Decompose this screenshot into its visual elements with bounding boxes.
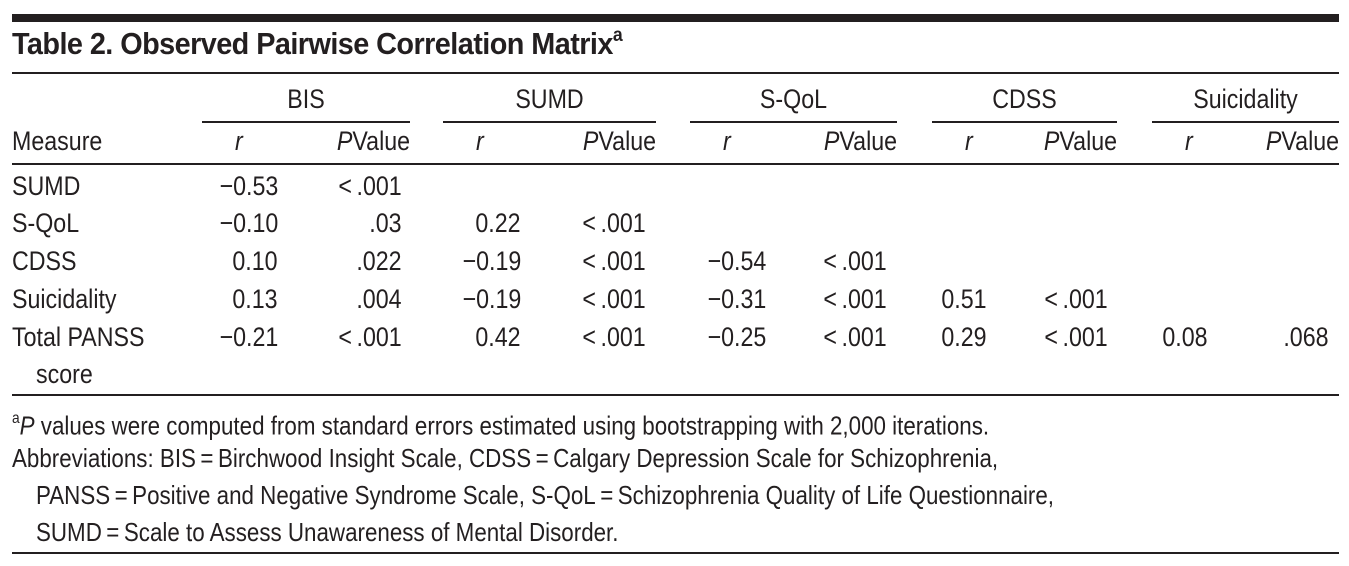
subheader-r: r [235,126,243,156]
footnote-a: aP values were computed from standard er… [12,410,990,441]
cell-p-value: < .001 [338,171,402,201]
column-group-underline [690,121,897,123]
abbreviations-line-1: Abbreviations: BIS = Birchwood Insight S… [12,443,999,473]
column-group-header: BIS [287,84,325,114]
cell-p-value: < .001 [338,322,402,352]
table-top-rule [12,14,1339,22]
cell-p-value: < .001 [582,208,646,238]
cell-r-value: −0.54 [707,246,766,276]
column-group-underline [932,121,1117,123]
row-measure-label: Total PANSS [12,322,145,352]
cell-r-value: 0.13 [232,284,278,314]
cell-r-value: −0.21 [219,322,278,352]
cell-p-value: .03 [369,208,402,238]
cell-r-value: −0.19 [462,284,521,314]
cell-r-value: −0.53 [219,171,278,201]
column-group-header: CDSS [992,84,1057,114]
cell-p-value: .022 [356,246,402,276]
subheader-p-italic: P [582,126,599,156]
cell-p-value: < .001 [1044,284,1108,314]
cell-p-value: < .001 [582,322,646,352]
subheader-p-value: PValue [1266,125,1339,157]
cell-r-value: 0.29 [941,322,987,352]
subheader-p-italic: P [336,126,353,156]
stub-header: Measure [12,126,103,156]
subheader-r: r [1185,126,1193,156]
subheader-p-rest: Value [839,126,897,156]
cell-r-value: 0.10 [232,246,278,276]
subheader-p-rest: Value [1059,126,1117,156]
subheader-p-italic: P [1265,126,1282,156]
cell-r-value: 0.08 [1162,322,1208,352]
row-measure-label: CDSS [12,246,77,276]
cell-p-value: < .001 [1044,322,1108,352]
title-rule [12,72,1339,74]
cell-p-value: .068 [1283,322,1329,352]
footnote-bottom-rule [12,552,1339,554]
cell-p-value: < .001 [582,284,646,314]
subheader-p-value: PValue [583,125,656,157]
cell-p-value: < .001 [823,246,887,276]
subheader-p-rest: Value [598,126,656,156]
subheader-p-value: PValue [337,125,410,157]
column-group-header: SUMD [515,84,584,114]
abbreviations-line-2: PANSS = Positive and Negative Syndrome S… [36,480,1055,510]
cell-r-value: −0.31 [707,284,766,314]
row-measure-label: SUMD [12,171,81,201]
subheader-p-value: PValue [824,125,897,157]
row-measure-label: S-QoL [12,208,80,238]
cell-r-value: 0.51 [941,284,987,314]
table-bottom-rule [12,394,1339,396]
cell-r-value: 0.22 [475,208,521,238]
column-group-underline [443,121,656,123]
cell-r-value: −0.25 [707,322,766,352]
cell-r-value: −0.10 [219,208,278,238]
subheader-r: r [965,126,973,156]
subheader-r: r [723,126,731,156]
subheader-p-italic: P [1043,126,1060,156]
cell-p-value: < .001 [582,246,646,276]
cell-r-value: 0.42 [475,322,521,352]
column-group-header: Suicidality [1193,84,1298,114]
cell-p-value: .004 [356,284,402,314]
title-footnote-mark: a [612,24,623,46]
cell-r-value: −0.19 [462,246,521,276]
column-group-underline [202,121,410,123]
subheader-p-value: PValue [1044,125,1117,157]
subheader-p-italic: P [823,126,840,156]
subheader-p-rest: Value [1281,126,1339,156]
subheader-r: r [476,126,484,156]
cell-p-value: < .001 [823,322,887,352]
subheader-p-rest: Value [352,126,410,156]
column-group-underline [1152,121,1339,123]
header-rule [12,163,1339,165]
row-measure-label-continued: score [36,359,93,389]
row-measure-label: Suicidality [12,284,117,314]
table-title: Table 2. Observed Pairwise Correlation M… [12,24,623,61]
cell-p-value: < .001 [823,284,887,314]
abbreviations-line-3: SUMD = Scale to Assess Unawareness of Me… [36,517,619,547]
column-group-header: S-QoL [759,84,828,114]
